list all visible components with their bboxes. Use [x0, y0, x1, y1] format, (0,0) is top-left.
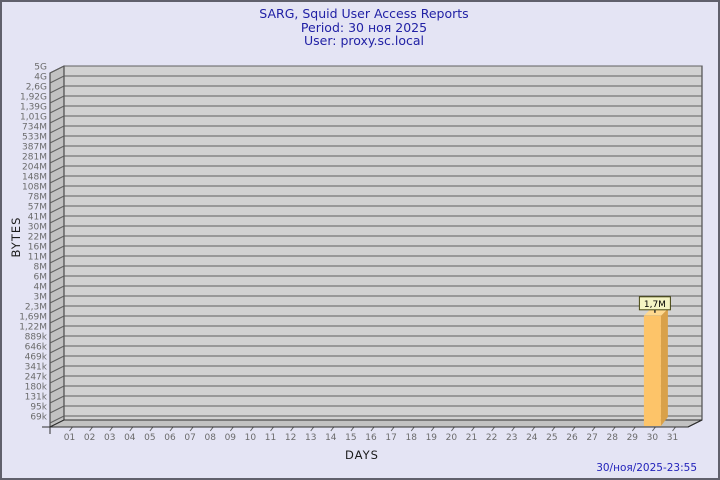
svg-text:31: 31	[667, 433, 678, 443]
svg-text:07: 07	[184, 433, 195, 443]
svg-text:57M: 57M	[28, 203, 47, 213]
svg-text:1,92G: 1,92G	[20, 93, 47, 103]
svg-text:05: 05	[144, 433, 155, 443]
svg-text:11: 11	[265, 433, 276, 443]
svg-text:247k: 247k	[25, 373, 48, 383]
svg-text:02: 02	[84, 433, 95, 443]
svg-text:734M: 734M	[22, 123, 47, 133]
svg-text:18: 18	[405, 433, 417, 443]
chart-period: Period: 30 ноя 2025	[300, 19, 428, 35]
svg-text:646k: 646k	[25, 343, 48, 353]
svg-text:2,3M: 2,3M	[25, 303, 47, 313]
svg-text:41M: 41M	[28, 213, 47, 223]
svg-text:204M: 204M	[22, 163, 47, 173]
svg-text:22M: 22M	[28, 233, 47, 243]
svg-text:17: 17	[385, 433, 396, 443]
svg-text:6M: 6M	[34, 273, 48, 283]
svg-text:30M: 30M	[28, 223, 47, 233]
svg-text:25: 25	[546, 433, 557, 443]
svg-text:69k: 69k	[30, 413, 47, 423]
svg-text:16: 16	[365, 433, 377, 443]
svg-text:22: 22	[486, 433, 497, 443]
svg-text:28: 28	[606, 433, 618, 443]
svg-text:8M: 8M	[34, 263, 48, 273]
svg-text:19: 19	[426, 433, 438, 443]
svg-text:148M: 148M	[22, 173, 47, 183]
svg-text:11M: 11M	[28, 253, 47, 263]
svg-text:1,22M: 1,22M	[19, 323, 47, 333]
svg-text:13: 13	[305, 433, 316, 443]
svg-text:4G: 4G	[34, 73, 47, 83]
x-axis-label: DAYS	[345, 448, 379, 462]
chart-title: SARG, Squid User Access Reports	[259, 6, 469, 21]
svg-text:533M: 533M	[22, 133, 47, 143]
svg-text:24: 24	[526, 433, 538, 443]
chart-user: User: proxy.sc.local	[304, 33, 424, 48]
svg-text:341k: 341k	[25, 363, 48, 373]
y-axis-label: BYTES	[9, 216, 23, 258]
svg-text:108M: 108M	[22, 183, 47, 193]
svg-text:06: 06	[164, 433, 176, 443]
svg-text:14: 14	[325, 433, 337, 443]
svg-text:01: 01	[64, 433, 75, 443]
svg-text:131k: 131k	[25, 393, 48, 403]
svg-text:27: 27	[586, 433, 597, 443]
svg-text:387M: 387M	[22, 143, 47, 153]
svg-text:26: 26	[566, 433, 578, 443]
svg-text:15: 15	[345, 433, 356, 443]
svg-text:03: 03	[104, 433, 115, 443]
chart-header: SARG, Squid User Access Reports Period: …	[4, 6, 718, 48]
svg-text:889k: 889k	[25, 333, 48, 343]
svg-text:23: 23	[506, 433, 517, 443]
svg-text:08: 08	[204, 433, 216, 443]
svg-text:4M: 4M	[34, 283, 48, 293]
svg-text:2,6G: 2,6G	[26, 83, 47, 93]
svg-text:30: 30	[647, 433, 659, 443]
svg-text:95k: 95k	[30, 403, 47, 413]
svg-text:09: 09	[225, 433, 237, 443]
svg-text:3M: 3M	[34, 293, 48, 303]
svg-text:12: 12	[285, 433, 296, 443]
svg-text:1,69M: 1,69M	[19, 313, 47, 323]
svg-text:16M: 16M	[28, 243, 47, 253]
svg-text:180k: 180k	[25, 383, 48, 393]
svg-text:29: 29	[627, 433, 639, 443]
svg-text:78M: 78M	[28, 193, 47, 203]
svg-text:21: 21	[466, 433, 477, 443]
svg-text:281M: 281M	[22, 153, 47, 163]
svg-text:5G: 5G	[34, 63, 47, 73]
svg-text:20: 20	[446, 433, 458, 443]
svg-text:10: 10	[245, 433, 257, 443]
svg-text:1,01G: 1,01G	[20, 113, 47, 123]
svg-text:04: 04	[124, 433, 136, 443]
generation-timestamp: 30/ноя/2025-23:55	[596, 462, 697, 474]
svg-text:1,39G: 1,39G	[20, 103, 47, 113]
svg-text:1,7M: 1,7M	[644, 300, 666, 310]
svg-text:469k: 469k	[25, 353, 48, 363]
